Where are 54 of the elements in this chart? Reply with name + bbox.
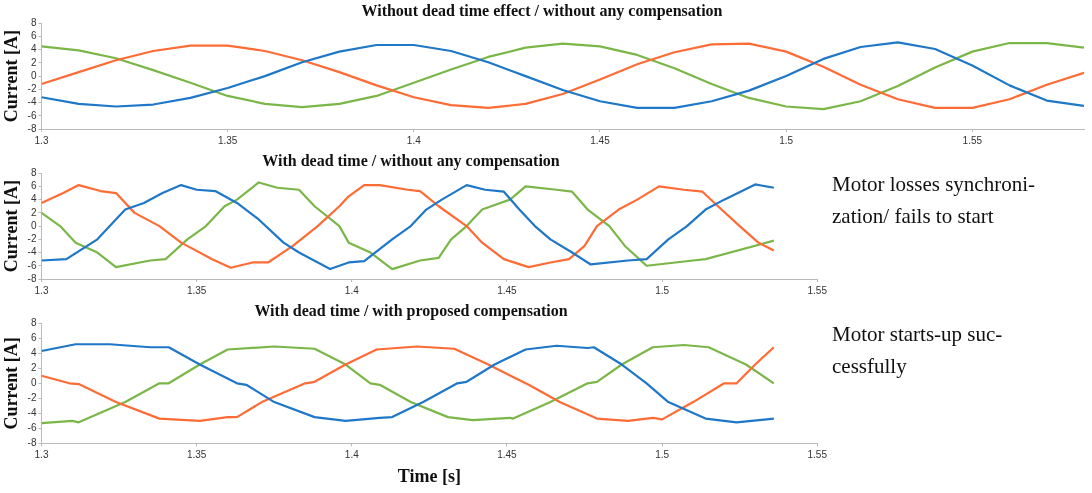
chart-title: With dead time / with proposed compensation	[254, 301, 568, 320]
x-tick-label: 1.55	[962, 134, 983, 146]
x-tick-label: 1.35	[186, 284, 207, 296]
y-tick-label: 2	[30, 206, 37, 218]
x-tick-label: 1.35	[217, 134, 238, 146]
y-tick-label: 2	[30, 56, 37, 68]
y-tick-label: -2	[27, 392, 37, 404]
y-tick-label: -6	[27, 109, 37, 121]
y-axis-title: Current [A]	[1, 180, 22, 273]
y-tick-label: -4	[27, 96, 37, 108]
y-tick-label: -2	[27, 233, 37, 245]
y-tick-label: -8	[27, 272, 37, 284]
y-tick-label: -4	[27, 407, 37, 419]
y-tick-label: 4	[30, 43, 37, 55]
text: Motor losses synchroni-zation/ fails to start	[832, 171, 1036, 230]
x-tick-label: 1.5	[655, 449, 670, 461]
x-tick-label: 1.55	[807, 449, 828, 461]
y-tick-label: 6	[30, 180, 37, 192]
y-axis-title: Current [A]	[1, 337, 22, 430]
y-tick-label: 0	[30, 377, 37, 389]
x-tick-label: 1.4	[344, 284, 360, 296]
y-tick-label: -8	[27, 122, 37, 134]
y-tick-label: 0	[30, 219, 37, 231]
y-tick-label: 8	[30, 166, 37, 178]
x-axis-title: Time [s]	[397, 465, 461, 486]
y-tick-label: 2	[30, 362, 37, 374]
y-tick-label: 6	[30, 30, 37, 42]
y-tick-label: -4	[27, 246, 37, 258]
y-tick-label: 4	[30, 193, 37, 205]
y-tick-label: 8	[30, 16, 37, 28]
y-tick-label: 8	[30, 316, 37, 328]
text: Motor starts-up suc-cessfully	[832, 321, 1004, 380]
x-tick-label: 1.3	[34, 449, 49, 461]
x-tick-label: 1.5	[655, 284, 670, 296]
x-tick-label: 1.4	[344, 449, 360, 461]
y-tick-label: 4	[30, 347, 37, 358]
y-tick-label: 0	[30, 69, 37, 81]
x-tick-label: 1.4	[406, 134, 422, 146]
x-tick-label: 1.55	[807, 284, 828, 296]
chart-title: Without dead time effect / without any compensation	[361, 1, 723, 20]
x-tick-label: 1.35	[186, 449, 207, 461]
y-tick-label: -8	[27, 437, 37, 449]
x-tick-label: 1.3	[34, 134, 49, 146]
x-tick-label: 1.45	[497, 449, 518, 461]
x-tick-label: 1.3	[34, 284, 49, 296]
chart-title: With dead time / without any compensation	[262, 151, 560, 170]
y-tick-label: -2	[27, 83, 37, 95]
x-tick-label: 1.45	[590, 134, 611, 146]
y-tick-label: 6	[30, 331, 37, 343]
x-tick-label: 1.45	[497, 284, 518, 296]
y-tick-label: -6	[27, 259, 37, 271]
x-tick-label: 1.5	[779, 134, 794, 146]
y-tick-label: -6	[27, 422, 37, 434]
y-axis-title: Current [A]	[1, 30, 22, 123]
